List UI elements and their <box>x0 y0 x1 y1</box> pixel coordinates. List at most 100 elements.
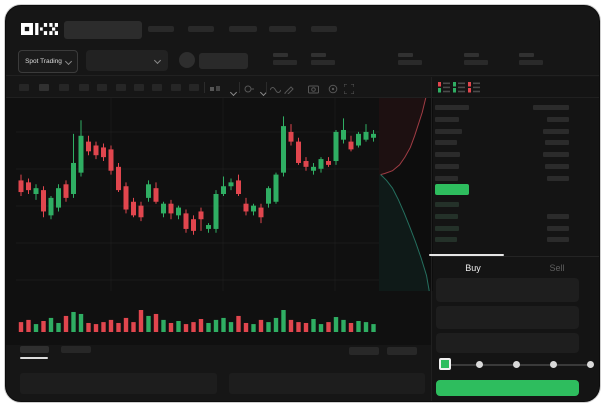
chevron-down-icon <box>153 56 162 64</box>
settings-icon[interactable] <box>328 81 338 99</box>
avatar[interactable] <box>179 52 195 68</box>
orderbook-last-price <box>435 184 469 195</box>
search-input[interactable] <box>64 21 142 39</box>
market-type-selector[interactable]: Spot Trading <box>18 50 78 73</box>
price-placeholder <box>435 105 469 110</box>
ask-row[interactable] <box>431 149 599 161</box>
slider-step-3[interactable] <box>513 361 520 368</box>
chevron-down-icon[interactable] <box>227 83 238 101</box>
price-input[interactable] <box>436 278 579 302</box>
slider-step-2[interactable] <box>476 361 483 368</box>
amount-input[interactable] <box>436 306 579 329</box>
price-placeholder <box>435 237 457 243</box>
price-placeholder <box>435 225 459 231</box>
nav-item-4[interactable] <box>269 26 296 32</box>
chart-region[interactable] <box>6 6 599 401</box>
interval-selector-icon[interactable] <box>210 81 223 99</box>
amount-placeholder <box>547 116 569 122</box>
amount-placeholder <box>543 128 569 134</box>
price-placeholder <box>435 202 459 207</box>
total-input[interactable] <box>436 333 579 353</box>
trade-tabs-divider <box>431 256 599 257</box>
nav-item-2[interactable] <box>188 26 214 32</box>
price-placeholder <box>435 140 457 146</box>
ask-row[interactable] <box>431 102 599 114</box>
nav-item-5[interactable] <box>311 26 337 32</box>
ticker-stat-1 <box>273 53 299 67</box>
amount-placeholder <box>547 237 569 243</box>
price-placeholder <box>435 164 459 169</box>
bid-row[interactable] <box>431 234 599 246</box>
nav-item-3[interactable] <box>229 26 257 32</box>
bottom-action-1[interactable] <box>349 347 379 355</box>
toolbar-divider <box>266 82 267 93</box>
bottom-action-2[interactable] <box>387 347 417 355</box>
buy-button[interactable] <box>436 380 579 396</box>
bottom-tab-2[interactable] <box>61 346 91 353</box>
ask-row[interactable] <box>431 161 599 173</box>
bid-row[interactable] <box>431 223 599 235</box>
price-placeholder <box>435 175 458 181</box>
amount-placeholder <box>533 105 569 110</box>
slider-step-5[interactable] <box>587 361 594 368</box>
timeframe-button-8[interactable] <box>152 84 162 91</box>
price-placeholder <box>435 152 460 158</box>
panel-divider-vertical <box>431 77 432 401</box>
drawing-tools-icon[interactable] <box>284 81 294 99</box>
account-button[interactable] <box>199 53 248 69</box>
chevron-down-icon <box>64 57 72 65</box>
line-chart-icon[interactable] <box>269 81 282 99</box>
orderbook-view-asks-icon[interactable] <box>468 81 480 99</box>
app-window: Spot Trading <box>5 5 600 402</box>
timeframe-button-2[interactable] <box>39 84 49 91</box>
bottom-tab-underline <box>20 357 48 359</box>
orderbook-view-bids-icon[interactable] <box>453 81 465 99</box>
slider-handle[interactable] <box>439 358 451 370</box>
history-panel <box>229 373 425 394</box>
market-type-label: Spot Trading <box>25 58 62 65</box>
orderbook-view-combined-icon[interactable] <box>438 81 450 99</box>
indicator-selector-icon[interactable] <box>244 81 254 99</box>
ticker-stat-2 <box>311 53 337 67</box>
chevron-down-icon[interactable] <box>257 83 268 101</box>
ask-row[interactable] <box>431 173 599 185</box>
ask-row[interactable] <box>431 114 599 126</box>
amount-placeholder <box>545 140 569 146</box>
ticker-stat-4 <box>464 53 490 67</box>
camera-icon[interactable] <box>308 81 319 99</box>
amount-placeholder <box>543 152 569 158</box>
active-tab-underline <box>429 254 504 256</box>
amount-placeholder <box>545 164 569 169</box>
timeframe-button-4[interactable] <box>79 84 89 91</box>
timeframe-button-10[interactable] <box>189 84 199 91</box>
toolbar-divider <box>204 82 205 93</box>
toolbar-divider-line <box>6 97 599 98</box>
header-divider <box>6 75 599 76</box>
bid-row[interactable] <box>431 199 599 211</box>
timeframe-button-5[interactable] <box>97 84 107 91</box>
bid-row[interactable] <box>431 211 599 223</box>
toolbar-divider <box>239 82 240 93</box>
pair-selector-dropdown[interactable] <box>86 50 168 71</box>
bottom-tab-active[interactable] <box>20 346 49 353</box>
ask-row[interactable] <box>431 126 599 138</box>
timeframe-button-7[interactable] <box>134 84 144 91</box>
tab-sell[interactable]: Sell <box>549 263 565 273</box>
ask-row[interactable] <box>431 137 599 149</box>
ticker-stat-5 <box>519 53 545 67</box>
ticker-stat-3 <box>398 53 424 67</box>
orders-panel <box>20 373 217 394</box>
timeframe-button-9[interactable] <box>171 84 181 91</box>
slider-step-4[interactable] <box>550 361 557 368</box>
amount-placeholder <box>547 213 569 219</box>
tab-buy[interactable]: Buy <box>465 263 481 273</box>
okx-logo[interactable] <box>21 22 58 40</box>
amount-placeholder <box>547 225 569 231</box>
timeframe-button-1[interactable] <box>19 84 29 91</box>
timeframe-button-6[interactable] <box>116 84 126 91</box>
nav-item-1[interactable] <box>148 26 174 32</box>
timeframe-button-3[interactable] <box>59 84 69 91</box>
price-placeholder <box>435 116 459 122</box>
price-placeholder <box>435 213 458 219</box>
amount-placeholder <box>547 175 569 181</box>
